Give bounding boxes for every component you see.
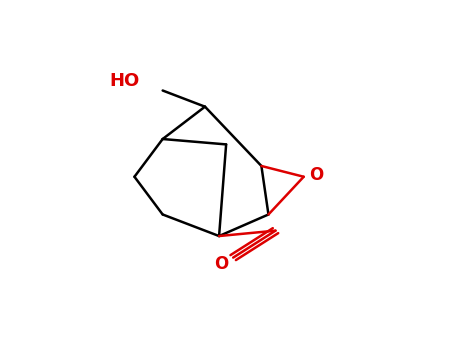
Text: O: O bbox=[214, 256, 228, 273]
Text: HO: HO bbox=[110, 72, 140, 90]
Text: O: O bbox=[309, 166, 323, 184]
